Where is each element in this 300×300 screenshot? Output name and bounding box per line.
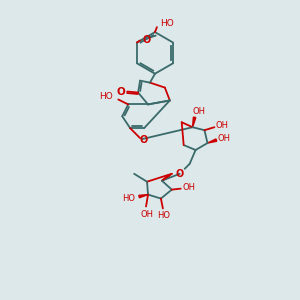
Text: O: O: [143, 34, 151, 44]
Text: O: O: [117, 86, 126, 97]
Text: O: O: [140, 135, 148, 145]
Text: HO: HO: [160, 19, 174, 28]
Text: HO: HO: [100, 92, 113, 101]
Text: HO: HO: [122, 194, 135, 203]
Text: OH: OH: [218, 134, 231, 142]
Text: OH: OH: [140, 210, 154, 219]
Polygon shape: [208, 139, 217, 143]
Text: OH: OH: [216, 121, 229, 130]
Text: O: O: [176, 169, 184, 179]
Polygon shape: [162, 175, 169, 181]
Text: OH: OH: [182, 183, 195, 192]
Polygon shape: [193, 117, 196, 127]
Text: HO: HO: [158, 211, 170, 220]
Text: OH: OH: [192, 107, 205, 116]
Polygon shape: [139, 195, 148, 198]
